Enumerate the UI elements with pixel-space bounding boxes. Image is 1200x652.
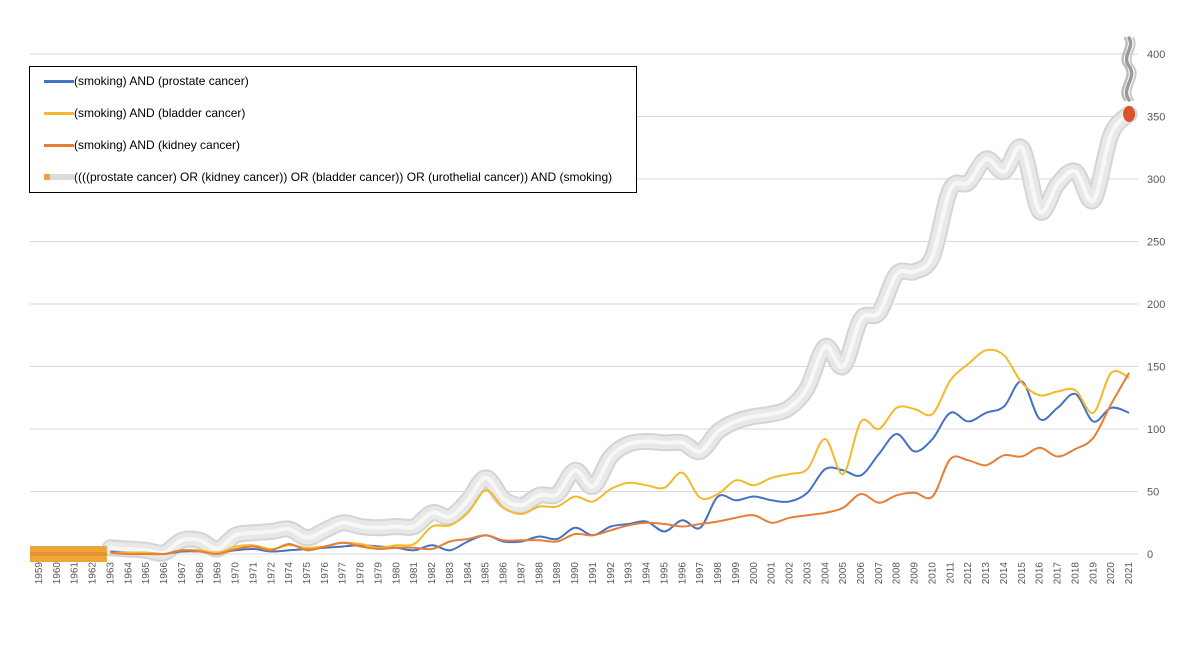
x-tick-label: 1969 <box>213 562 224 585</box>
x-tick-label: 2011 <box>945 562 956 584</box>
legend-swatch-kidney <box>44 143 74 147</box>
smoke-wisp <box>1124 36 1134 102</box>
x-tick-label: 2015 <box>1017 562 1028 585</box>
x-tick-label: 1983 <box>445 562 456 585</box>
x-tick-label: 1975 <box>302 562 313 585</box>
x-tick-label: 1970 <box>231 562 242 585</box>
x-tick-label: 2001 <box>767 562 778 585</box>
x-tick-label: 1974 <box>284 562 295 585</box>
legend-item-prostate: (smoking) AND (prostate cancer) <box>44 72 249 90</box>
x-tick-label: 1992 <box>606 562 617 585</box>
x-tick-label: 1962 <box>88 562 99 585</box>
x-tick-label: 1988 <box>534 562 545 585</box>
y-tick-label: 300 <box>1147 174 1165 186</box>
x-tick-label: 2013 <box>981 562 992 585</box>
legend-label-kidney: (smoking) AND (kidney cancer) <box>74 138 241 152</box>
x-tick-label: 1976 <box>320 562 331 585</box>
legend-swatch-prostate <box>44 79 74 83</box>
x-tick-label: 1984 <box>463 562 474 585</box>
series-kidney-line <box>110 372 1130 556</box>
x-tick-label: 1995 <box>659 562 670 585</box>
x-tick-label: 1998 <box>713 562 724 585</box>
legend-item-bladder: (smoking) AND (bladder cancer) <box>44 104 245 122</box>
x-tick-label: 1982 <box>427 562 438 585</box>
smoke-icon <box>1121 36 1137 102</box>
x-tick-label: 2006 <box>856 562 867 585</box>
x-tick-label: 2000 <box>749 562 760 585</box>
x-tick-label: 2021 <box>1124 562 1135 585</box>
x-tick-label: 1991 <box>588 562 599 585</box>
x-tick-label: 1972 <box>266 562 277 585</box>
x-tick-label: 2019 <box>1088 562 1099 585</box>
x-tick-label: 2003 <box>802 562 813 585</box>
x-tick-label: 2018 <box>1070 562 1081 585</box>
x-tick-label: 1966 <box>159 562 170 585</box>
legend-label-bladder: (smoking) AND (bladder cancer) <box>74 106 246 120</box>
x-tick-label: 1961 <box>70 562 81 585</box>
cigarette-ember <box>1123 106 1136 122</box>
x-tick-label: 1997 <box>695 562 706 585</box>
x-tick-label: 1994 <box>642 562 653 585</box>
x-tick-label: 2009 <box>910 562 921 585</box>
x-tick-label: 1971 <box>248 562 259 585</box>
x-tick-label: 1960 <box>52 562 63 585</box>
x-tick-label: 1963 <box>105 562 116 585</box>
x-tick-label: 1996 <box>677 562 688 585</box>
x-tick-label: 2008 <box>892 562 903 585</box>
series-combined <box>30 105 1138 562</box>
x-tick-label: 2005 <box>838 562 849 585</box>
x-tick-label: 1965 <box>141 562 152 585</box>
x-tick-label: 1977 <box>338 562 349 585</box>
x-tick-label: 2010 <box>927 562 938 585</box>
x-tick-label: 1989 <box>552 562 563 585</box>
smoke-wisp <box>1129 37 1137 101</box>
x-tick-label: 1990 <box>570 562 581 585</box>
x-tick-label: 2012 <box>963 562 974 585</box>
x-tick-label: 1980 <box>391 562 402 585</box>
y-tick-label: 350 <box>1147 112 1165 124</box>
y-tick-label: 400 <box>1147 49 1165 61</box>
series-combined-highlight <box>108 112 1132 556</box>
y-tick-label: 150 <box>1147 362 1165 374</box>
legend-label-combined: ((((prostate cancer) OR (kidney cancer))… <box>74 170 613 184</box>
y-tick-label: 250 <box>1147 237 1165 249</box>
x-tick-label: 2007 <box>874 562 885 585</box>
x-tick-label: 2014 <box>999 562 1010 585</box>
smoke-wisp <box>1121 36 1129 102</box>
legend-item-combined: ((((prostate cancer) OR (kidney cancer))… <box>44 168 612 186</box>
x-tick-label: 1979 <box>373 562 384 585</box>
legend-swatch-combined <box>44 174 74 180</box>
x-tick-label: 2020 <box>1106 562 1117 585</box>
x-tick-label: 1987 <box>516 562 527 585</box>
series-prostate-line <box>110 380 1130 556</box>
cigarette-filter-band <box>30 552 107 556</box>
x-tick-label: 1967 <box>177 562 188 585</box>
y-tick-label: 200 <box>1147 299 1165 311</box>
x-tick-label: 1978 <box>356 562 367 585</box>
x-tick-label: 1968 <box>195 562 206 585</box>
legend: (smoking) AND (prostate cancer) (smoking… <box>29 66 637 193</box>
y-tick-label: 0 <box>1147 549 1153 561</box>
legend-swatch-bladder <box>44 111 74 115</box>
x-tick-label: 1986 <box>499 562 510 585</box>
x-tick-label: 2002 <box>785 562 796 585</box>
x-tick-label: 1964 <box>123 562 134 585</box>
x-tick-label: 2016 <box>1035 562 1046 585</box>
x-tick-label: 1981 <box>409 562 420 585</box>
x-tick-label: 2017 <box>1053 562 1064 585</box>
legend-label-prostate: (smoking) AND (prostate cancer) <box>74 74 249 88</box>
x-tick-label: 1993 <box>624 562 635 585</box>
x-tick-label: 1959 <box>34 562 45 585</box>
x-tick-label: 1985 <box>481 562 492 585</box>
y-tick-label: 100 <box>1147 424 1165 436</box>
y-tick-label: 50 <box>1147 487 1159 499</box>
legend-item-kidney: (smoking) AND (kidney cancer) <box>44 136 240 154</box>
x-tick-label: 1999 <box>731 562 742 585</box>
x-tick-label: 2004 <box>820 562 831 585</box>
